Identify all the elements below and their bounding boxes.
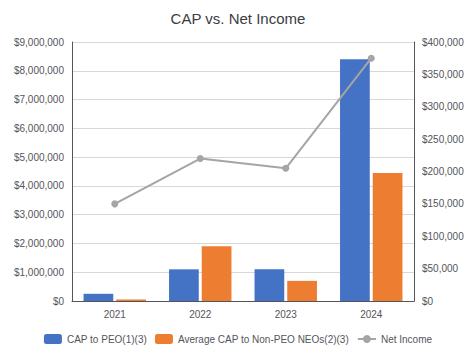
svg-text:$100,000: $100,000 <box>422 231 464 242</box>
svg-text:$150,000: $150,000 <box>422 198 464 209</box>
svg-text:$4,000,000: $4,000,000 <box>14 180 64 191</box>
svg-text:$250,000: $250,000 <box>422 134 464 145</box>
svg-text:$5,000,000: $5,000,000 <box>14 152 64 163</box>
svg-text:$8,000,000: $8,000,000 <box>14 65 64 76</box>
svg-text:$400,000: $400,000 <box>422 37 464 48</box>
svg-text:$9,000,000: $9,000,000 <box>14 37 64 48</box>
svg-text:2022: 2022 <box>189 309 212 320</box>
svg-text:2021: 2021 <box>104 309 127 320</box>
svg-text:Average CAP to Non-PEO NEOs(2): Average CAP to Non-PEO NEOs(2)(3) <box>178 334 349 345</box>
svg-text:$2,000,000: $2,000,000 <box>14 238 64 249</box>
svg-text:$50,000: $50,000 <box>422 263 459 274</box>
svg-text:$3,000,000: $3,000,000 <box>14 209 64 220</box>
svg-text:2023: 2023 <box>275 309 298 320</box>
svg-text:$300,000: $300,000 <box>422 101 464 112</box>
svg-text:2024: 2024 <box>360 309 383 320</box>
svg-text:$0: $0 <box>53 296 65 307</box>
svg-text:$0: $0 <box>422 296 434 307</box>
svg-text:$7,000,000: $7,000,000 <box>14 94 64 105</box>
svg-text:Net Income: Net Income <box>381 334 433 345</box>
svg-text:CAP vs. Net Income: CAP vs. Net Income <box>171 10 306 27</box>
svg-text:$6,000,000: $6,000,000 <box>14 123 64 134</box>
svg-text:$200,000: $200,000 <box>422 166 464 177</box>
svg-text:CAP to PEO(1)(3): CAP to PEO(1)(3) <box>67 334 147 345</box>
svg-text:$350,000: $350,000 <box>422 69 464 80</box>
svg-text:$1,000,000: $1,000,000 <box>14 267 64 278</box>
